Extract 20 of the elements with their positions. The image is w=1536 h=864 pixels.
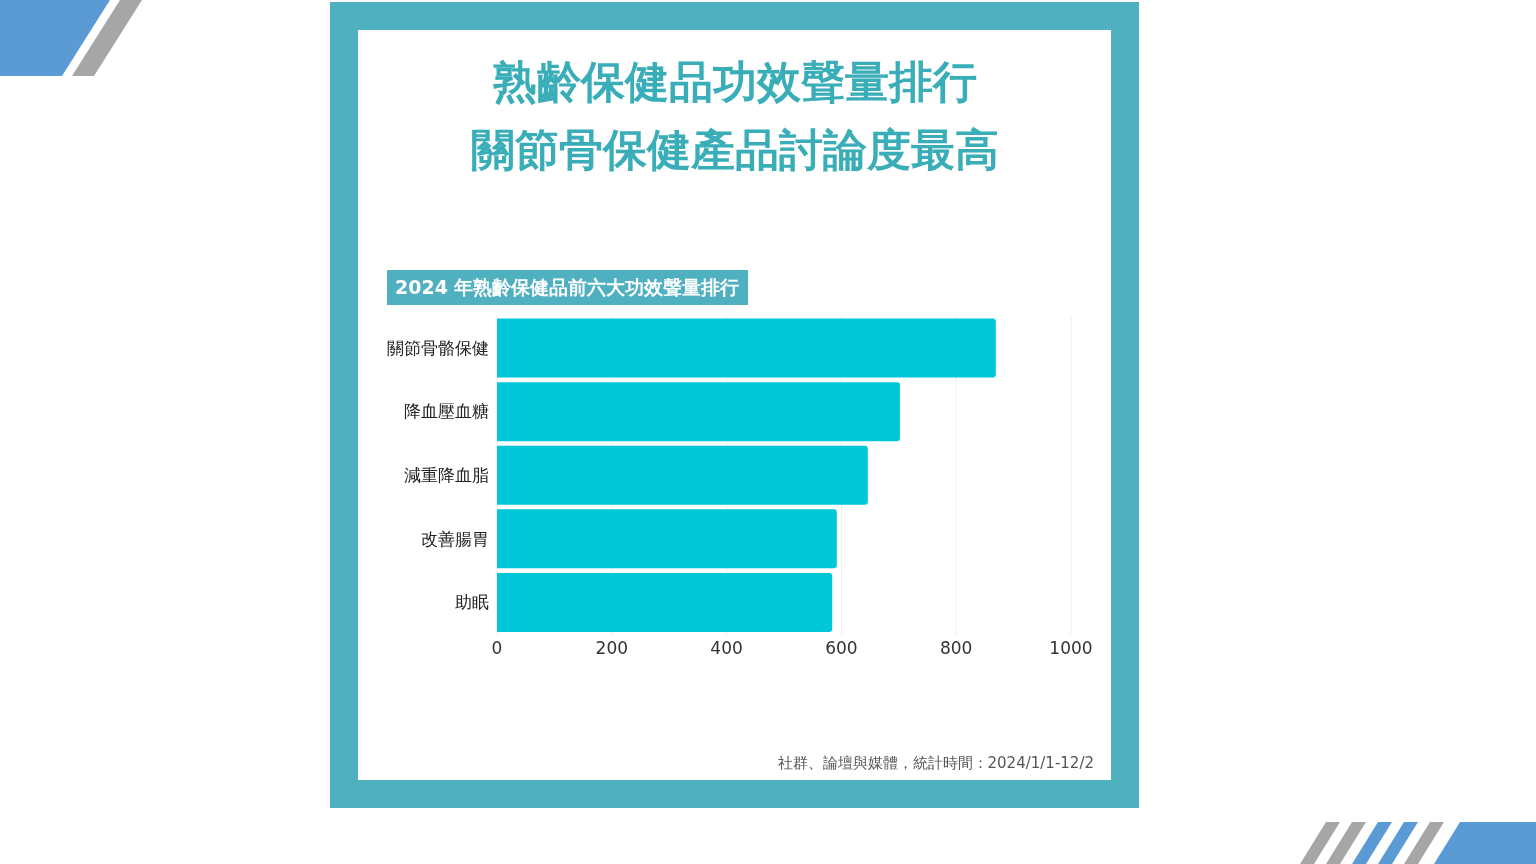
y-tick-label: 減重降血脂 (404, 465, 489, 486)
x-tick-label: 600 (825, 638, 858, 659)
y-tick-label: 助眠 (455, 592, 489, 613)
x-tick-label: 1000 (1049, 638, 1093, 659)
x-tick-label: 800 (939, 638, 973, 659)
bar (497, 509, 837, 569)
text: 社群、論壇與媒體，統計時間：2024/1/1-12/2 (777, 754, 1094, 773)
bar (497, 445, 868, 505)
bar (497, 572, 833, 632)
y-tick-label: 關節骨骼保健 (387, 337, 489, 358)
x-tick-label: 0 (491, 638, 503, 659)
chart-title: 熟齡保健品功效聲量排行 (491, 55, 978, 109)
bar (497, 318, 996, 378)
x-tick-label: 200 (595, 638, 629, 659)
text: 2024 年熟齡保健品前六大功效聲量排行 (387, 270, 748, 305)
y-tick-label: 改善腸胃 (421, 528, 489, 549)
chart-subtitle: 關節骨保健產品討論度最高 (469, 123, 1000, 177)
x-tick-label: 400 (710, 638, 743, 659)
bar (497, 382, 900, 442)
y-tick-label: 降血壓血糖 (404, 401, 489, 422)
